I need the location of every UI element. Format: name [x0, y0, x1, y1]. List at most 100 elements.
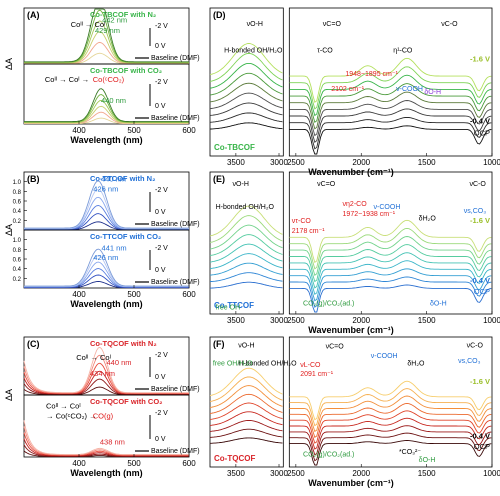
- peak-annotation: CO(g): [93, 412, 114, 421]
- x-tick-label: 500: [127, 459, 141, 468]
- subplot-frame: [288, 171, 493, 315]
- ir-annotation: νs,CO₃: [458, 358, 480, 365]
- ir-annotation: νC=O: [326, 344, 345, 351]
- spectrum-line: [23, 438, 189, 457]
- subplot-title: Co-TTCOF with N₂: [90, 174, 155, 183]
- ir-spectrum-line: [209, 243, 283, 263]
- legend-label: Baseline (DMF): [151, 448, 200, 455]
- ir-annotation: CO₂(g)/CO₂(ad.): [303, 300, 354, 307]
- x-tick-label: 1000: [483, 316, 500, 325]
- sample-label: Co-TQCOF: [214, 454, 255, 463]
- x-axis-label: Wavenumber (cm⁻¹): [308, 325, 393, 335]
- peak-annotation: 426 nm: [93, 184, 118, 193]
- ir-annotation: δH₂O: [407, 361, 425, 368]
- ir-annotation: νC=O: [323, 21, 342, 28]
- legend-label: -2 V: [155, 352, 168, 359]
- peak-annotation: 440 nm: [101, 175, 126, 184]
- x-tick-label: 400: [72, 459, 86, 468]
- voltage-label-mid: -0.4 V: [470, 431, 490, 440]
- x-tick-label: 600: [182, 459, 196, 468]
- ir-annotation: νO-H: [238, 342, 254, 349]
- peak-annotation: 426 nm: [93, 253, 118, 262]
- spectrum-line: [24, 180, 189, 229]
- x-tick-label: 400: [72, 126, 86, 135]
- ir-spectrum-line: [209, 262, 283, 276]
- ir-annotation: CO₂(g)/CO₂(ad.): [303, 452, 354, 459]
- voltage-label-top: -1.6 V: [470, 54, 490, 63]
- ir-annotation: τ-CO: [317, 47, 333, 54]
- x-tick-label: 2000: [352, 158, 370, 167]
- x-tick-label: 1000: [483, 469, 500, 478]
- x-tick-label: 3000: [270, 469, 288, 478]
- ir-annotation: νC-O: [467, 342, 484, 349]
- ir-spectrum-line: [289, 268, 492, 302]
- ir-spectrum-line: [289, 125, 492, 155]
- ir-spectrum-line: [210, 437, 283, 444]
- ir-spectrum-line: [289, 440, 492, 466]
- ir-spectrum-line: [289, 236, 492, 276]
- peak-annotation: 438 nm: [100, 438, 125, 447]
- peak-annotation: → Co(ᶜCO₂) →: [46, 412, 97, 421]
- ir-spectrum-line: [289, 83, 492, 123]
- y-tick-label: 0.8: [13, 190, 22, 196]
- x-tick-label: 1500: [418, 469, 436, 478]
- ir-spectrum-line: [289, 284, 492, 313]
- subplot-frame: [209, 171, 284, 315]
- spectrum-line: [23, 346, 189, 394]
- subplot-title: Co-TBCOF with N₂: [90, 10, 156, 19]
- subplot-frame: [209, 7, 284, 157]
- ir-spectrum-line: [289, 100, 492, 137]
- y-tick-label: 0.8: [13, 248, 22, 254]
- ir-spectrum-line: [289, 402, 492, 438]
- x-tick-label: 600: [182, 290, 196, 299]
- legend-label: Baseline (DMF): [151, 221, 200, 228]
- sample-label: Co-TTCOF: [214, 301, 254, 310]
- ir-spectrum-line: [289, 227, 492, 270]
- y-axis-label: ΔA: [4, 58, 14, 70]
- x-tick-label: 2500: [287, 158, 305, 167]
- x-tick-label: 1500: [418, 158, 436, 167]
- ir-annotation: ν-COOH: [371, 353, 398, 360]
- ir-annotation: *CO₃²⁻: [399, 449, 421, 456]
- ir-annotation: 1972−1938 cm⁻¹: [343, 211, 396, 218]
- x-tick-label: 3500: [227, 469, 245, 478]
- ir-spectrum-line: [289, 74, 492, 117]
- ir-annotation: νC-O: [441, 21, 458, 28]
- y-axis-label: ΔA: [4, 224, 14, 236]
- legend-label: Baseline (DMF): [151, 386, 200, 393]
- y-tick-label: 1.0: [13, 180, 22, 186]
- ir-spectrum-line: [209, 112, 283, 123]
- subplot-frame: [23, 63, 190, 125]
- ir-annotation: δH₂O: [419, 215, 437, 222]
- ir-annotation: 2091 cm⁻¹: [300, 371, 334, 378]
- ir-annotation: 2178 cm⁻¹: [292, 228, 326, 235]
- panel-letter: (C): [27, 339, 40, 349]
- y-tick-label: 0.4: [13, 267, 22, 273]
- legend-label: 0 V: [155, 209, 166, 216]
- peak-annotation: Co(ᶜCO₂): [93, 75, 125, 84]
- ir-spectrum-line: [209, 52, 283, 82]
- legend-label: -2 V: [155, 187, 168, 194]
- voltage-label-bottom: OCP: [474, 287, 490, 296]
- ir-annotation: η¹-CO: [393, 47, 413, 54]
- ir-spectrum-line: [209, 205, 283, 237]
- legend-label: 0 V: [155, 374, 166, 381]
- voltage-label-bottom: OCP: [474, 442, 490, 451]
- x-tick-label: 1500: [418, 316, 436, 325]
- ir-annotation: δO-H: [424, 89, 441, 96]
- ir-spectrum-line: [289, 276, 492, 308]
- ir-spectrum-line: [209, 82, 283, 103]
- ir-annotation: 1948−1895 cm⁻¹: [345, 71, 398, 78]
- ir-spectrum-line: [209, 272, 283, 283]
- y-axis-label: ΔA: [4, 389, 14, 401]
- peak-annotation: 434 nm: [90, 369, 115, 378]
- peak-annotation: 440 nm: [101, 96, 126, 105]
- legend-label: -2 V: [155, 79, 168, 86]
- ir-spectrum-line: [289, 244, 492, 283]
- x-tick-label: 3000: [270, 158, 288, 167]
- ir-spectrum-line: [289, 388, 492, 427]
- voltage-label-bottom: OCP: [474, 128, 490, 137]
- ir-spectrum-line: [289, 432, 492, 462]
- legend-label: -2 V: [155, 410, 168, 417]
